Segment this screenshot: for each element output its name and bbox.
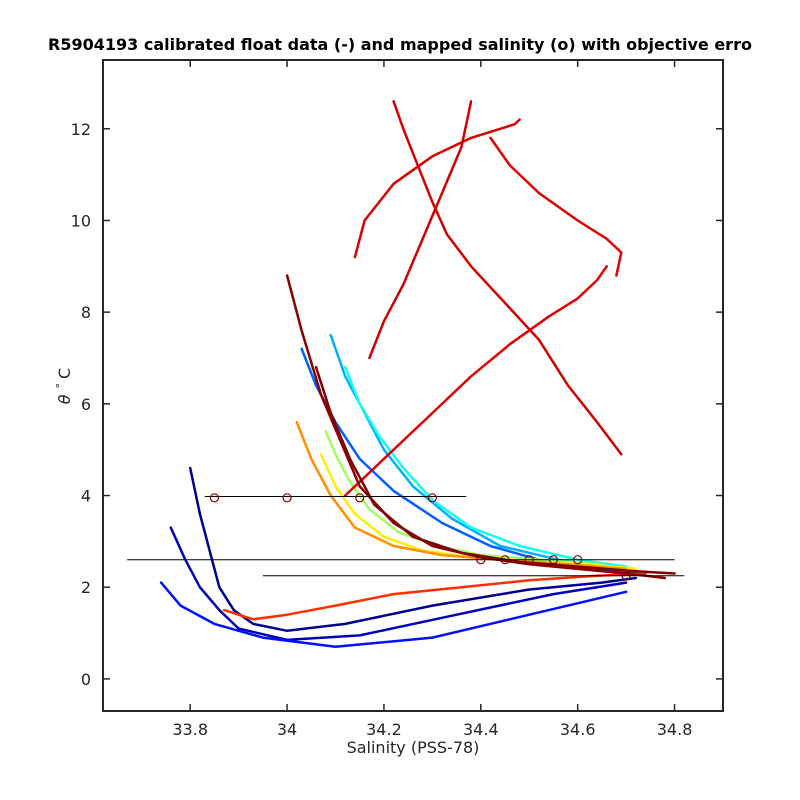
axes-box (102, 59, 724, 712)
profile-line-10 (222, 572, 647, 621)
x-tick-label: 34.4 (463, 720, 499, 739)
mapped-salinity-markers (209, 493, 631, 581)
mapped-salinity-point-6 (500, 555, 510, 565)
profile-line-14 (353, 118, 521, 259)
y-tick-label: 12 (71, 120, 91, 139)
x-axis-ticks: 33.8 34 34.2 34.4 34.6 34.8 (172, 60, 692, 739)
mapped-salinity-point-4 (427, 493, 437, 503)
mapped-salinity-point-8 (548, 555, 559, 565)
x-tick-label: 34.6 (560, 720, 596, 739)
y-tick-label: 8 (81, 303, 91, 322)
profile-line-17 (314, 365, 676, 575)
x-axis-label: Salinity (PSS-78) (347, 738, 480, 757)
y-axis-label-unit: C (55, 368, 74, 379)
float-profiles (159, 100, 676, 649)
mapped-salinity-point-9 (573, 555, 583, 565)
mapped-salinity-point-5 (476, 555, 486, 565)
profile-line-13 (489, 136, 623, 277)
profile-line-3 (159, 581, 628, 649)
x-tick-label: 34 (277, 720, 297, 739)
y-tick-label: 0 (81, 670, 91, 689)
axes-background (103, 60, 723, 711)
profile-line-11 (343, 265, 608, 497)
y-tick-label: 2 (81, 578, 91, 597)
plot-area: 33.8 34 34.2 34.4 34.6 34.8 0 2 4 6 8 10 12 (71, 59, 724, 739)
mapped-salinity-point-7 (524, 555, 534, 565)
mapped-salinity-point-10 (621, 571, 631, 581)
profile-line-2 (169, 526, 628, 642)
chart-title: R5904193 calibrated float data (-) and m… (48, 35, 752, 54)
y-tick-label: 6 (81, 395, 91, 414)
x-tick-label: 34.8 (657, 720, 693, 739)
profile-line-16 (285, 274, 667, 580)
y-tick-label: 10 (71, 211, 91, 230)
y-axis-label-degree: ° (54, 383, 67, 389)
objective-error-bars (127, 495, 685, 577)
mapped-salinity-point-2 (282, 493, 292, 503)
profile-line-9 (295, 420, 628, 571)
y-axis-label-symbol: θ (55, 394, 74, 404)
profile-line-15 (368, 100, 473, 360)
profile-line-12 (392, 100, 623, 456)
profile-line-6 (343, 365, 628, 568)
x-tick-label: 34.2 (366, 720, 402, 739)
y-axis-label: θ ° C (54, 368, 74, 404)
profile-line-7 (324, 430, 604, 566)
y-tick-label: 4 (81, 487, 91, 506)
profile-line-1 (188, 466, 638, 633)
profile-line-5 (329, 333, 618, 571)
y-axis-ticks: 0 2 4 6 8 10 12 (71, 120, 723, 689)
x-tick-label: 33.8 (172, 720, 208, 739)
mapped-salinity-point-1 (209, 493, 220, 503)
mapped-salinity-point-3 (355, 493, 365, 503)
